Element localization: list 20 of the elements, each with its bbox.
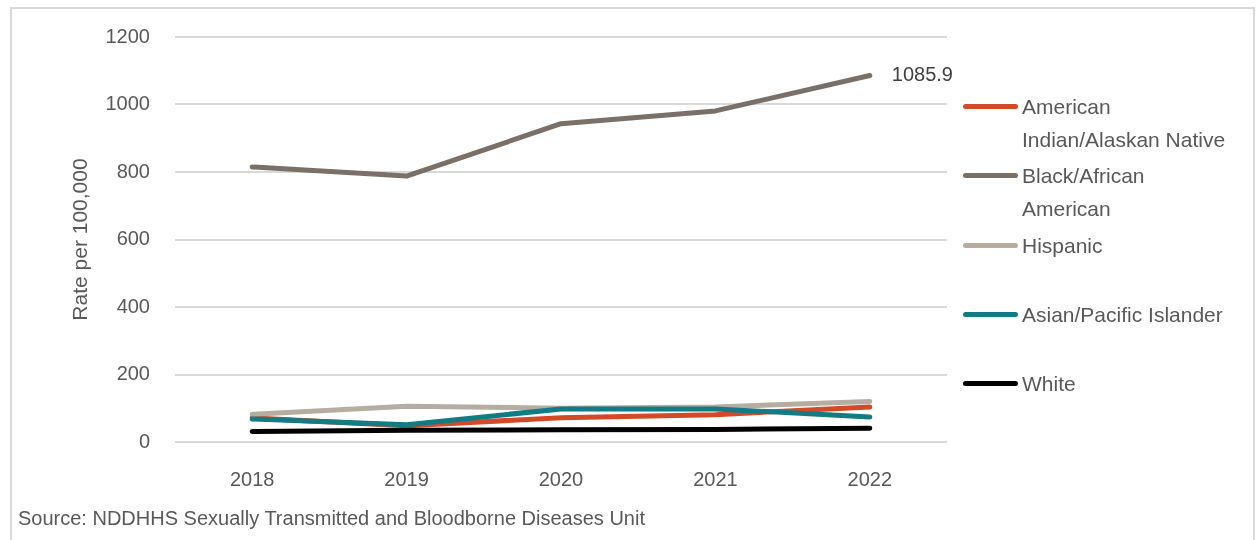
y-tick-label: 200 <box>116 362 150 385</box>
y-tick-label: 600 <box>116 227 150 250</box>
x-tick-label: 2019 <box>384 467 429 490</box>
y-tick-label: 1200 <box>105 24 150 47</box>
y-tick-label: 800 <box>116 159 150 182</box>
x-tick-label: 2022 <box>847 467 893 490</box>
x-tick-label: 2018 <box>229 467 275 490</box>
data-label: 1085.9 <box>891 63 953 86</box>
legend-label: Asian/Pacific Islander <box>1022 301 1224 328</box>
legend-label: Hispanic <box>1022 232 1104 259</box>
y-axis-title: Rate per 100,000 <box>68 158 92 321</box>
y-tick-label: 400 <box>116 294 150 317</box>
y-tick-label: 1000 <box>105 92 150 115</box>
source-note: Source: NDDHHS Sexually Transmitted and Bloodborne Diseases Unit <box>18 507 645 530</box>
x-tick-label: 2020 <box>538 467 584 490</box>
legend-label: White <box>1022 371 1077 398</box>
legend-label: American Indian/Alaskan Native <box>1022 94 1227 153</box>
y-tick-label: 0 <box>138 429 150 452</box>
legend-label: Black/African American <box>1022 163 1146 223</box>
x-tick-label: 2021 <box>693 467 738 490</box>
